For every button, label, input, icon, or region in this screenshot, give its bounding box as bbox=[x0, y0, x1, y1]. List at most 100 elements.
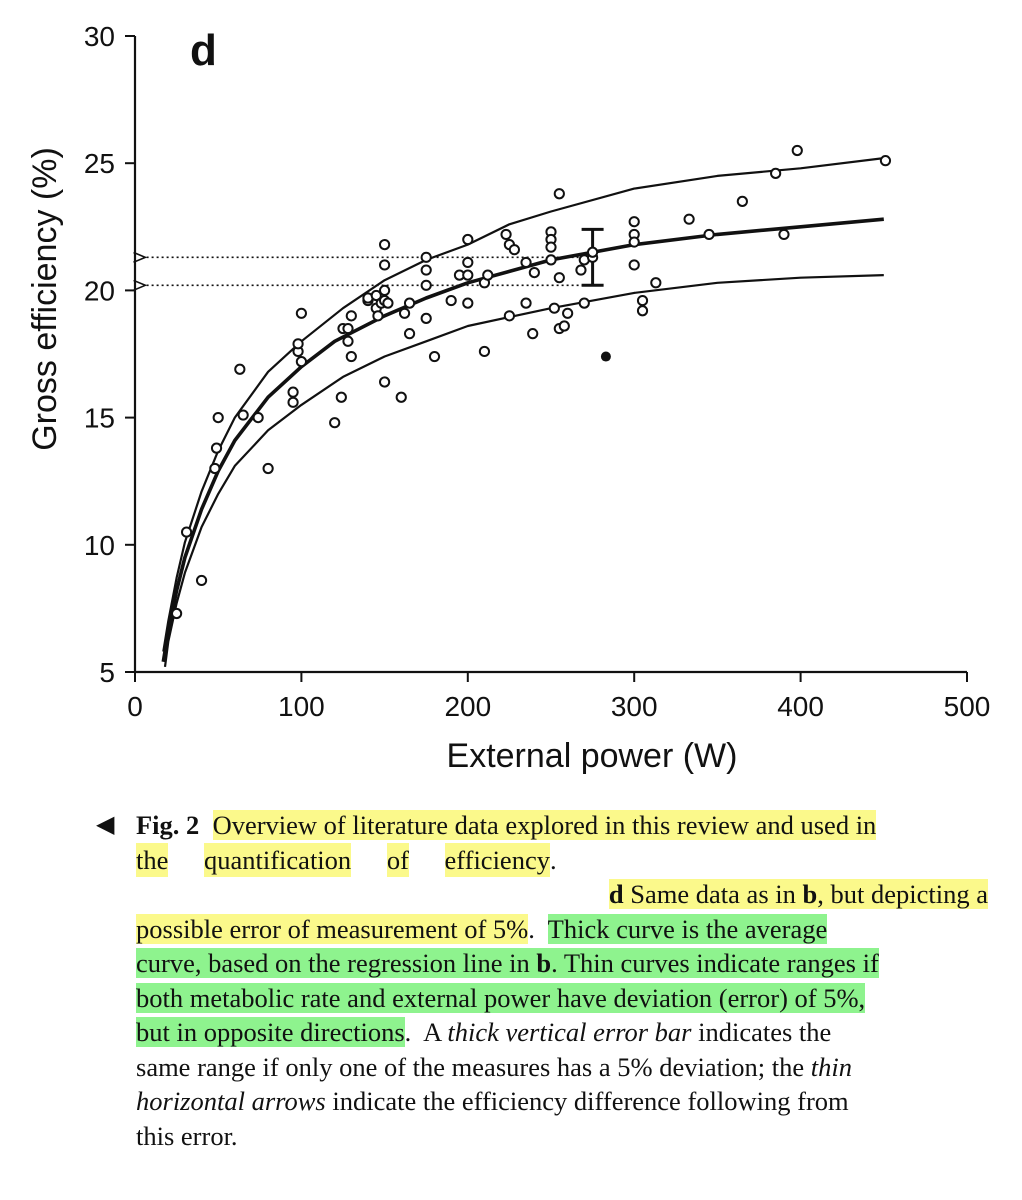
data-point bbox=[462, 269, 474, 281]
y-axis-title: Gross efficiency (%) bbox=[26, 147, 64, 451]
caption-text: indicate the efficiency difference follo… bbox=[332, 1086, 849, 1116]
data-point bbox=[879, 155, 892, 167]
data-point bbox=[403, 328, 416, 340]
data-point bbox=[503, 310, 515, 322]
data-point bbox=[342, 335, 354, 347]
data-point bbox=[379, 376, 391, 388]
caption-curve-text: both metabolic rate and external power h… bbox=[136, 982, 866, 1013]
caption-text: . Thin curves indicate ranges if bbox=[551, 948, 879, 978]
data-point bbox=[379, 239, 391, 251]
caption-italic: horizontal arrows bbox=[136, 1086, 326, 1116]
y-tick-label: 5 bbox=[99, 657, 115, 688]
figure-caption: ◀ Fig. 2 Overview of literature data exp… bbox=[96, 808, 991, 1153]
caption-curve-text: but in opposite directions bbox=[136, 1017, 405, 1047]
caption-word: quantification bbox=[204, 842, 352, 877]
data-point bbox=[508, 244, 520, 256]
data-point bbox=[778, 228, 790, 241]
x-tick-label: 400 bbox=[777, 691, 824, 722]
data-point bbox=[262, 462, 274, 475]
data-point bbox=[237, 409, 249, 421]
panel-b-ref: b bbox=[802, 879, 818, 909]
data-point bbox=[587, 246, 599, 258]
caption-word: efficiency bbox=[444, 842, 550, 877]
x-tick-label: 300 bbox=[611, 691, 658, 722]
panel-d-ref: d bbox=[608, 879, 624, 909]
data-point bbox=[372, 310, 384, 322]
data-point bbox=[628, 236, 640, 248]
caption-line-5: curve, based on the regression line in b… bbox=[96, 946, 991, 981]
panel-d-description: d Same data as in b, but depicting a bbox=[608, 879, 988, 909]
data-point bbox=[683, 213, 695, 225]
caption-error-text: possible error of measurement of 5% bbox=[136, 913, 529, 944]
panel-label: d bbox=[190, 26, 217, 75]
data-point bbox=[575, 264, 587, 276]
caption-line-6: both metabolic rate and external power h… bbox=[96, 981, 991, 1016]
data-point bbox=[420, 279, 432, 291]
caption-line-9: horizontal arrows indicate the efficienc… bbox=[96, 1084, 991, 1119]
caption-period: . bbox=[404, 1017, 412, 1047]
data-point bbox=[292, 338, 304, 350]
data-point bbox=[528, 266, 540, 279]
data-point bbox=[420, 312, 432, 324]
data-point bbox=[462, 233, 474, 246]
data-point bbox=[335, 391, 347, 403]
data-point bbox=[212, 412, 224, 424]
caption-period: . bbox=[528, 913, 535, 944]
data-point bbox=[562, 307, 574, 319]
caption-summary: Overview of literature data explored in … bbox=[212, 810, 877, 840]
data-point bbox=[345, 350, 357, 363]
data-point bbox=[403, 297, 416, 309]
caption-text: , but depicting a bbox=[817, 879, 988, 909]
data-point bbox=[420, 264, 432, 276]
data-point bbox=[252, 412, 264, 424]
y-tick-label: 30 bbox=[84, 21, 115, 52]
caption-text: curve, based on the regression line in bbox=[136, 948, 537, 978]
y-tick-label: 15 bbox=[84, 403, 115, 434]
data-point bbox=[770, 167, 782, 179]
x-tick-label: 100 bbox=[278, 691, 325, 722]
data-point bbox=[342, 322, 354, 335]
data-point bbox=[578, 297, 590, 309]
data-point bbox=[379, 259, 391, 271]
y-tick-label: 20 bbox=[84, 275, 115, 306]
data-point bbox=[520, 256, 532, 269]
caption-italic: thin bbox=[810, 1051, 853, 1082]
caption-text: same range if only one of the measures h… bbox=[136, 1051, 805, 1082]
caption-arrow-icon: ◀ bbox=[96, 812, 115, 838]
data-point bbox=[345, 310, 357, 322]
data-point bbox=[527, 328, 539, 340]
range-curve bbox=[163, 274, 884, 668]
caption-line-2: the quantification of efficiency . bbox=[96, 842, 991, 877]
data-point bbox=[500, 228, 512, 241]
data-point bbox=[636, 294, 649, 307]
data-point bbox=[171, 607, 183, 620]
data-point bbox=[628, 259, 640, 271]
caption-period: . bbox=[550, 844, 557, 875]
caption-line-7: but in opposite directions. A thick vert… bbox=[96, 1015, 991, 1050]
caption-summary-end: the quantification of efficiency bbox=[136, 842, 550, 877]
range-curve bbox=[162, 157, 884, 652]
data-point bbox=[636, 305, 649, 317]
data-point bbox=[209, 462, 221, 475]
data-point bbox=[395, 391, 407, 403]
data-point bbox=[548, 302, 560, 314]
caption-curve-text: curve, based on the regression line in b… bbox=[136, 948, 879, 978]
data-point bbox=[329, 417, 341, 429]
data-point bbox=[791, 144, 803, 157]
data-point bbox=[650, 277, 662, 289]
y-tick-label: 25 bbox=[84, 148, 115, 179]
caption-word: the bbox=[136, 842, 169, 877]
average-curve bbox=[161, 217, 884, 663]
data-point bbox=[628, 216, 640, 228]
data-point bbox=[703, 228, 715, 241]
data-point bbox=[295, 356, 307, 368]
data-point bbox=[736, 195, 748, 207]
x-tick-label: 200 bbox=[444, 691, 491, 722]
data-point bbox=[558, 320, 570, 332]
data-point bbox=[287, 396, 299, 408]
y-tick-label: 10 bbox=[84, 530, 115, 561]
data-point bbox=[379, 284, 391, 296]
data-point bbox=[545, 254, 557, 266]
data-point bbox=[545, 241, 557, 253]
caption-line-3: d Same data as in b, but depicting a bbox=[96, 877, 988, 912]
